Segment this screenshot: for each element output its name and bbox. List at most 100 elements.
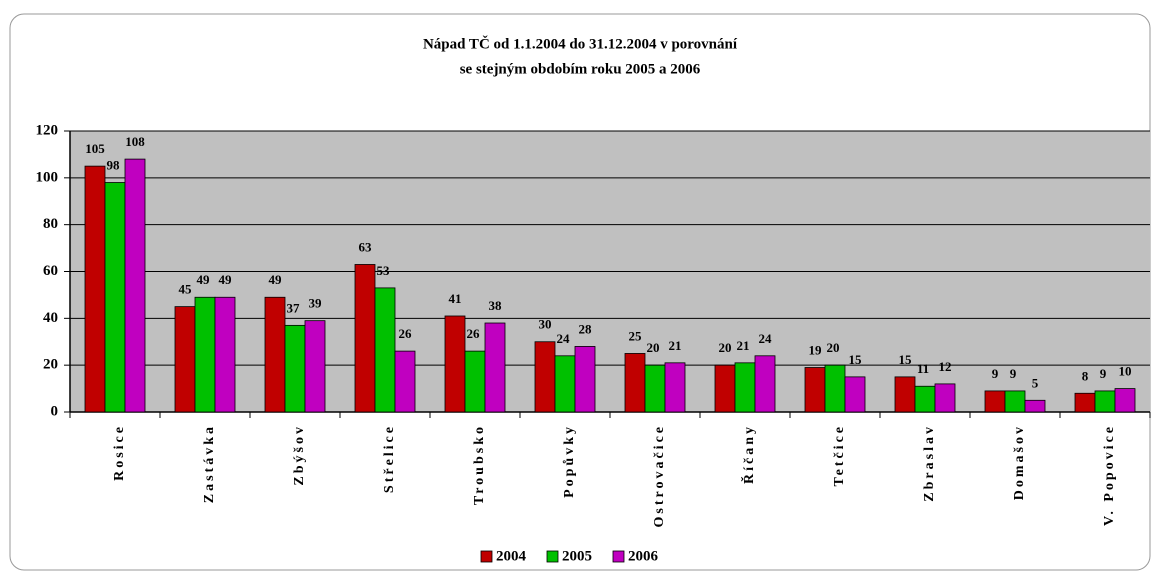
y-tick-label: 80 [43,216,58,232]
y-tick-label: 20 [43,357,58,373]
bar [284,324,306,413]
bar [824,364,846,413]
bar [914,385,936,413]
bar [1114,388,1136,413]
bar [934,383,956,413]
data-label: 38 [489,298,503,313]
bar [534,341,556,413]
legend-swatch [480,550,493,563]
data-label: 15 [899,352,913,367]
bar [624,353,646,413]
data-label: 9 [1010,366,1017,381]
chart-title: Nápad TČ od 1.1.2004 do 31.12.2004 v por… [423,35,738,52]
legend-swatch [546,550,559,563]
data-label: 20 [719,340,732,355]
chart-title: se stejným obdobím roku 2005 a 2006 [460,61,701,77]
data-label: 49 [197,272,211,287]
data-label: 63 [359,239,373,254]
data-label: 98 [107,158,121,173]
data-label: 37 [287,300,301,315]
data-label: 41 [449,291,462,306]
legend-label: 2006 [628,548,659,564]
bar [304,320,326,413]
bar [394,350,416,413]
data-label: 108 [125,134,145,149]
bar [104,182,126,413]
bar [124,158,146,413]
data-label: 26 [467,326,481,341]
data-label: 9 [992,366,999,381]
data-label: 28 [579,321,593,336]
bar [214,296,236,413]
bar [664,362,686,413]
x-tick-label: Tetčice [832,424,847,486]
bar [1024,399,1046,413]
bar [554,355,576,413]
x-tick-label: Popůvky [562,424,577,498]
data-label: 9 [1100,366,1107,381]
bar [1004,390,1026,413]
bar [734,362,756,413]
bar [84,165,106,413]
data-label: 25 [629,328,643,343]
bar [894,376,916,413]
legend-label: 2004 [496,548,527,564]
data-label: 5 [1032,375,1039,390]
x-tick-label: Zbýšov [292,424,307,486]
bar [354,264,376,413]
data-label: 21 [669,338,682,353]
bar [984,390,1006,413]
y-tick-label: 60 [43,263,58,279]
bar [804,367,826,413]
data-label: 26 [399,326,413,341]
x-tick-label: Domašov [1012,424,1027,500]
data-label: 45 [179,282,193,297]
x-tick-label: V. Popovice [1102,424,1117,526]
bar [574,346,596,413]
data-label: 24 [759,331,773,346]
bar [714,364,736,413]
legend-swatch [612,550,625,563]
bar [464,350,486,413]
data-label: 12 [939,359,952,374]
data-label: 19 [809,342,823,357]
legend-label: 2005 [562,548,592,564]
bar [194,296,216,413]
data-label: 10 [1119,364,1132,379]
y-tick-label: 0 [51,403,59,419]
x-tick-label: Říčany [740,424,757,484]
data-label: 8 [1082,368,1089,383]
x-tick-label: Zbraslav [922,424,937,502]
data-label: 49 [219,272,233,287]
data-label: 49 [269,272,283,287]
bar [644,364,666,413]
bar [444,315,466,413]
bar [174,306,196,413]
bar [1094,390,1116,413]
data-label: 30 [539,317,552,332]
data-label: 15 [849,352,863,367]
bar [1074,392,1096,413]
x-tick-label: Rosice [112,424,127,481]
y-tick-label: 100 [36,169,59,185]
data-label: 39 [309,296,323,311]
data-label: 24 [557,331,571,346]
data-label: 105 [85,141,105,156]
data-label: 20 [827,340,840,355]
bar [484,322,506,413]
bar [844,376,866,413]
bar [264,296,286,413]
data-label: 21 [737,338,750,353]
data-label: 53 [377,263,391,278]
bar [374,287,396,413]
data-label: 20 [647,340,660,355]
x-tick-label: Střelice [382,424,397,493]
y-tick-label: 40 [43,310,58,326]
y-tick-label: 120 [36,122,59,138]
x-tick-label: Troubsko [472,424,487,505]
bar [754,355,776,413]
x-tick-label: Ostrovačice [652,424,667,528]
data-label: 11 [917,361,929,376]
x-tick-label: Zastávka [202,424,217,503]
